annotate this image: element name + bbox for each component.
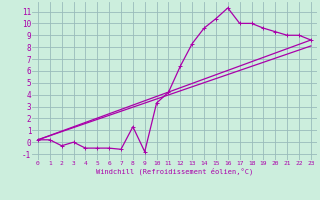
X-axis label: Windchill (Refroidissement éolien,°C): Windchill (Refroidissement éolien,°C) (96, 167, 253, 175)
